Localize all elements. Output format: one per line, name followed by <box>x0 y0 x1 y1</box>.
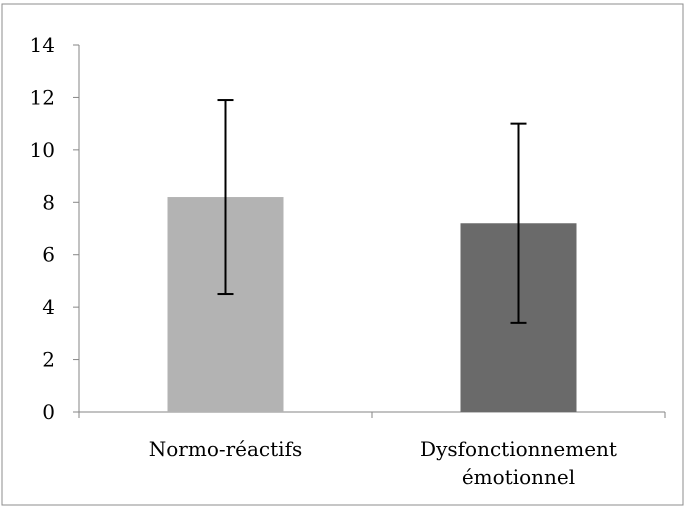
x-category-label: Dysfonctionnement <box>420 437 617 461</box>
y-tick-label: 14 <box>30 33 55 57</box>
y-tick-label: 10 <box>30 138 55 162</box>
y-tick-label: 2 <box>42 348 55 372</box>
error-bars <box>217 99 527 324</box>
y-tick-label: 12 <box>30 85 55 109</box>
chart-border <box>1 3 684 506</box>
x-category-label: Normo-réactifs <box>149 437 303 461</box>
y-tick-label: 8 <box>42 190 55 214</box>
y-tick-label: 4 <box>42 295 55 319</box>
y-axis: 0 2 4 6 8 10 12 14 <box>30 33 80 424</box>
x-category-label: émotionnel <box>462 465 575 489</box>
y-tick-label: 0 <box>42 400 55 424</box>
bars <box>167 197 577 412</box>
x-axis: Normo-réactifs Dysfonctionnement émotionne… <box>78 411 666 489</box>
y-tick-label: 6 <box>42 243 55 267</box>
